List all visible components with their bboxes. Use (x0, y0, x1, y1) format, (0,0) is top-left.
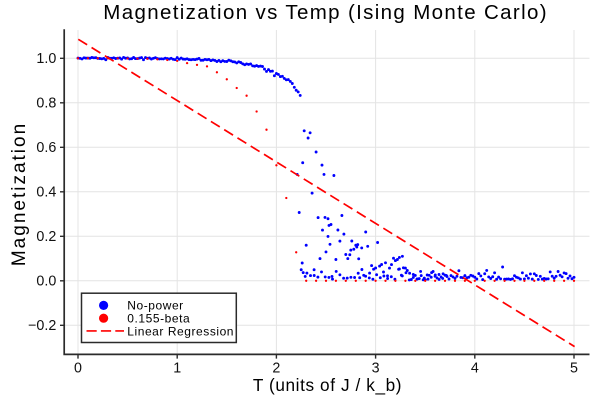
svg-text:4: 4 (471, 361, 479, 377)
svg-text:1: 1 (173, 361, 181, 377)
svg-text:−0.2: −0.2 (28, 318, 56, 334)
svg-text:No-power: No-power (127, 299, 183, 313)
svg-text:0.4: 0.4 (36, 185, 56, 201)
svg-text:5: 5 (570, 361, 578, 377)
svg-text:0: 0 (74, 361, 82, 377)
svg-text:0.6: 0.6 (36, 140, 56, 156)
svg-text:0.2: 0.2 (36, 229, 56, 245)
svg-text:3: 3 (372, 361, 380, 377)
svg-text:T (units of J / k_b): T (units of J / k_b) (253, 375, 402, 395)
svg-text:Magnetization: Magnetization (9, 122, 30, 266)
svg-text:Linear Regression: Linear Regression (127, 325, 234, 339)
svg-text:1.0: 1.0 (36, 51, 56, 67)
svg-text:2: 2 (272, 361, 280, 377)
svg-text:0.155-beta: 0.155-beta (127, 312, 190, 326)
svg-text:0.0: 0.0 (36, 274, 56, 290)
svg-text:0.8: 0.8 (36, 96, 56, 112)
svg-text:Magnetization vs Temp (Ising M: Magnetization vs Temp (Ising Monte Carlo… (103, 1, 548, 24)
